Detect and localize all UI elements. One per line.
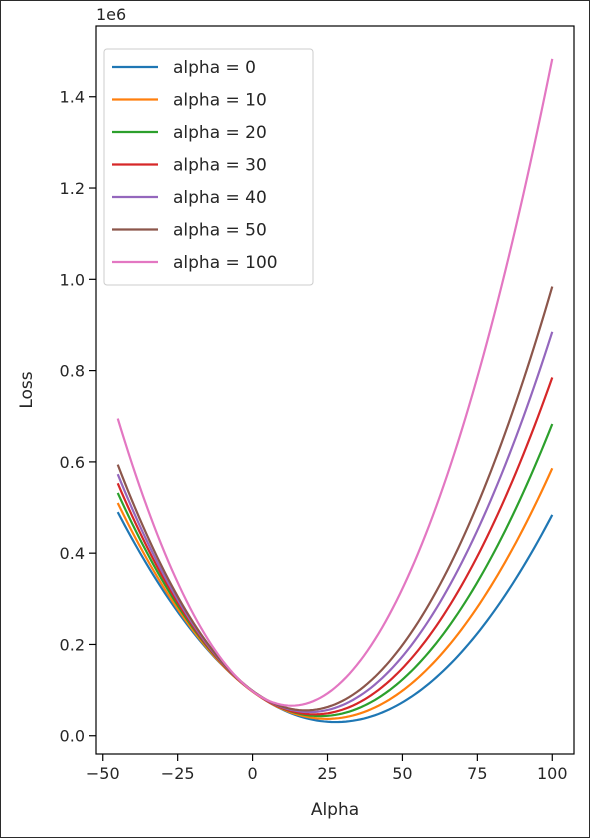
y-tick-label: 0.8	[60, 362, 85, 381]
y-axis-offset-text: 1e6	[96, 5, 126, 24]
series-line-1	[116, 467, 554, 720]
legend-label: alpha = 10	[173, 91, 267, 111]
legend-label: alpha = 40	[173, 188, 267, 208]
x-tick-label: 75	[467, 764, 487, 783]
x-axis-label: Alpha	[311, 800, 359, 820]
legend-box	[103, 48, 314, 286]
y-tick-label: 0.6	[60, 453, 85, 472]
y-tick-label: 1.4	[60, 88, 85, 107]
legend-label: alpha = 0	[173, 58, 256, 78]
series-lines	[116, 58, 554, 724]
legend-label: alpha = 20	[173, 123, 267, 143]
y-tick-label: 1.2	[60, 179, 85, 198]
series-line-2	[116, 423, 554, 718]
legend-label: alpha = 50	[173, 221, 267, 241]
series-line-5	[116, 286, 554, 712]
x-tick-label: −50	[86, 764, 120, 783]
y-tick-label: 0.0	[60, 727, 85, 746]
axes-frame	[95, 25, 575, 755]
y-tick-label: 1.0	[60, 270, 85, 289]
legend: alpha = 0 alpha = 10 alpha = 20 alpha = 30 a…	[103, 48, 314, 286]
series-line-4	[116, 331, 554, 714]
x-tick-label: −25	[161, 764, 195, 783]
x-tick-label: 25	[317, 764, 337, 783]
x-tick-label: 50	[392, 764, 412, 783]
x-tick-label: 100	[537, 764, 568, 783]
legend-label: alpha = 100	[173, 253, 278, 273]
x-tick-label: 0	[247, 764, 257, 783]
series-line-6	[116, 58, 554, 707]
y-axis-label: Loss	[17, 371, 37, 408]
y-axis-ticks: 0.0 0.2 0.4 0.6 0.8 1.0 1.2 1.4	[60, 88, 96, 746]
y-tick-label: 0.2	[60, 635, 85, 654]
x-axis-ticks: −50 −25 0 25 50 75 100	[86, 754, 568, 783]
series-line-0	[116, 511, 554, 724]
series-line-3	[116, 377, 554, 716]
y-tick-label: 0.4	[60, 544, 85, 563]
legend-label: alpha = 30	[173, 156, 267, 176]
